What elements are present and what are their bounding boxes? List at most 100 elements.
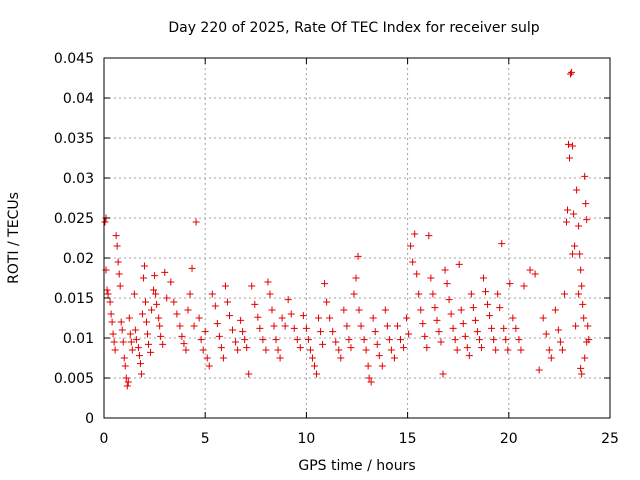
data-point bbox=[531, 270, 539, 278]
data-point bbox=[190, 322, 198, 330]
data-point bbox=[124, 378, 132, 386]
data-point bbox=[323, 298, 331, 306]
data-point bbox=[471, 316, 479, 324]
data-point bbox=[517, 346, 525, 354]
data-point bbox=[132, 336, 140, 344]
data-point bbox=[256, 324, 264, 332]
data-point bbox=[213, 320, 221, 328]
data-point bbox=[139, 274, 147, 282]
data-point bbox=[114, 258, 122, 266]
data-point bbox=[443, 280, 451, 288]
data-point bbox=[482, 288, 490, 296]
data-point bbox=[570, 210, 578, 218]
data-point bbox=[378, 362, 386, 370]
data-point bbox=[152, 290, 160, 298]
data-point bbox=[560, 290, 568, 298]
data-point bbox=[445, 296, 453, 304]
x-axis-label: GPS time / hours bbox=[298, 458, 415, 474]
data-point bbox=[520, 282, 528, 290]
data-point bbox=[369, 314, 377, 322]
data-point bbox=[106, 298, 114, 306]
data-point bbox=[321, 280, 329, 288]
data-point bbox=[556, 338, 564, 346]
data-point bbox=[459, 320, 467, 328]
data-point bbox=[583, 338, 591, 346]
data-point bbox=[381, 306, 389, 314]
data-point bbox=[199, 346, 207, 354]
data-point bbox=[577, 364, 585, 372]
data-point bbox=[362, 346, 370, 354]
data-point bbox=[365, 374, 373, 382]
data-point bbox=[535, 366, 543, 374]
data-point bbox=[407, 242, 415, 250]
data-point bbox=[302, 324, 310, 332]
data-point bbox=[145, 340, 153, 348]
data-point bbox=[308, 354, 316, 362]
data-point bbox=[306, 346, 314, 354]
data-point bbox=[350, 290, 358, 298]
data-point bbox=[119, 338, 127, 346]
data-point bbox=[225, 312, 233, 320]
data-point bbox=[156, 322, 164, 330]
data-point bbox=[433, 316, 441, 324]
data-point bbox=[268, 306, 276, 314]
data-point bbox=[186, 290, 194, 298]
data-point bbox=[352, 274, 360, 282]
data-point bbox=[484, 300, 492, 308]
data-point bbox=[565, 140, 573, 148]
data-point bbox=[159, 340, 167, 348]
data-point bbox=[101, 218, 109, 226]
data-point bbox=[571, 242, 579, 250]
data-point bbox=[580, 314, 588, 322]
data-point bbox=[103, 286, 111, 294]
data-point bbox=[192, 218, 200, 226]
y-tick-label: 0.04 bbox=[63, 91, 94, 107]
data-point bbox=[110, 338, 118, 346]
data-point bbox=[447, 310, 455, 318]
data-point bbox=[144, 330, 152, 338]
grid-lines bbox=[104, 58, 610, 418]
data-point bbox=[287, 310, 295, 318]
data-point bbox=[577, 266, 585, 274]
data-point bbox=[581, 354, 589, 362]
data-point bbox=[136, 360, 144, 368]
data-point bbox=[155, 314, 163, 322]
data-point bbox=[486, 312, 494, 320]
data-point bbox=[582, 200, 590, 208]
data-point bbox=[170, 298, 178, 306]
data-point bbox=[104, 290, 112, 298]
data-point bbox=[494, 290, 502, 298]
data-point bbox=[542, 330, 550, 338]
data-point bbox=[141, 298, 149, 306]
data-point bbox=[245, 370, 253, 378]
data-point bbox=[558, 346, 566, 354]
data-point bbox=[504, 346, 512, 354]
data-point bbox=[572, 322, 580, 330]
data-point bbox=[254, 313, 262, 321]
data-point bbox=[457, 306, 465, 314]
x-tick-label: 20 bbox=[500, 431, 518, 447]
data-point bbox=[184, 306, 192, 314]
data-point bbox=[203, 354, 211, 362]
data-point bbox=[208, 290, 216, 298]
data-point bbox=[441, 266, 449, 274]
data-point bbox=[319, 340, 327, 348]
data-point bbox=[387, 346, 395, 354]
data-point bbox=[284, 296, 292, 304]
data-point bbox=[205, 362, 213, 370]
data-point bbox=[506, 280, 514, 288]
data-point bbox=[340, 306, 348, 314]
data-point bbox=[431, 304, 439, 312]
data-point bbox=[178, 332, 186, 340]
data-point bbox=[290, 324, 298, 332]
data-point bbox=[451, 336, 459, 344]
data-point bbox=[150, 286, 158, 294]
data-point bbox=[492, 346, 500, 354]
data-point bbox=[251, 300, 259, 308]
data-point bbox=[579, 300, 587, 308]
data-point bbox=[566, 154, 574, 162]
data-point bbox=[223, 298, 231, 306]
data-point bbox=[128, 346, 136, 354]
y-axis-label: ROTI / TECUs bbox=[6, 192, 22, 284]
